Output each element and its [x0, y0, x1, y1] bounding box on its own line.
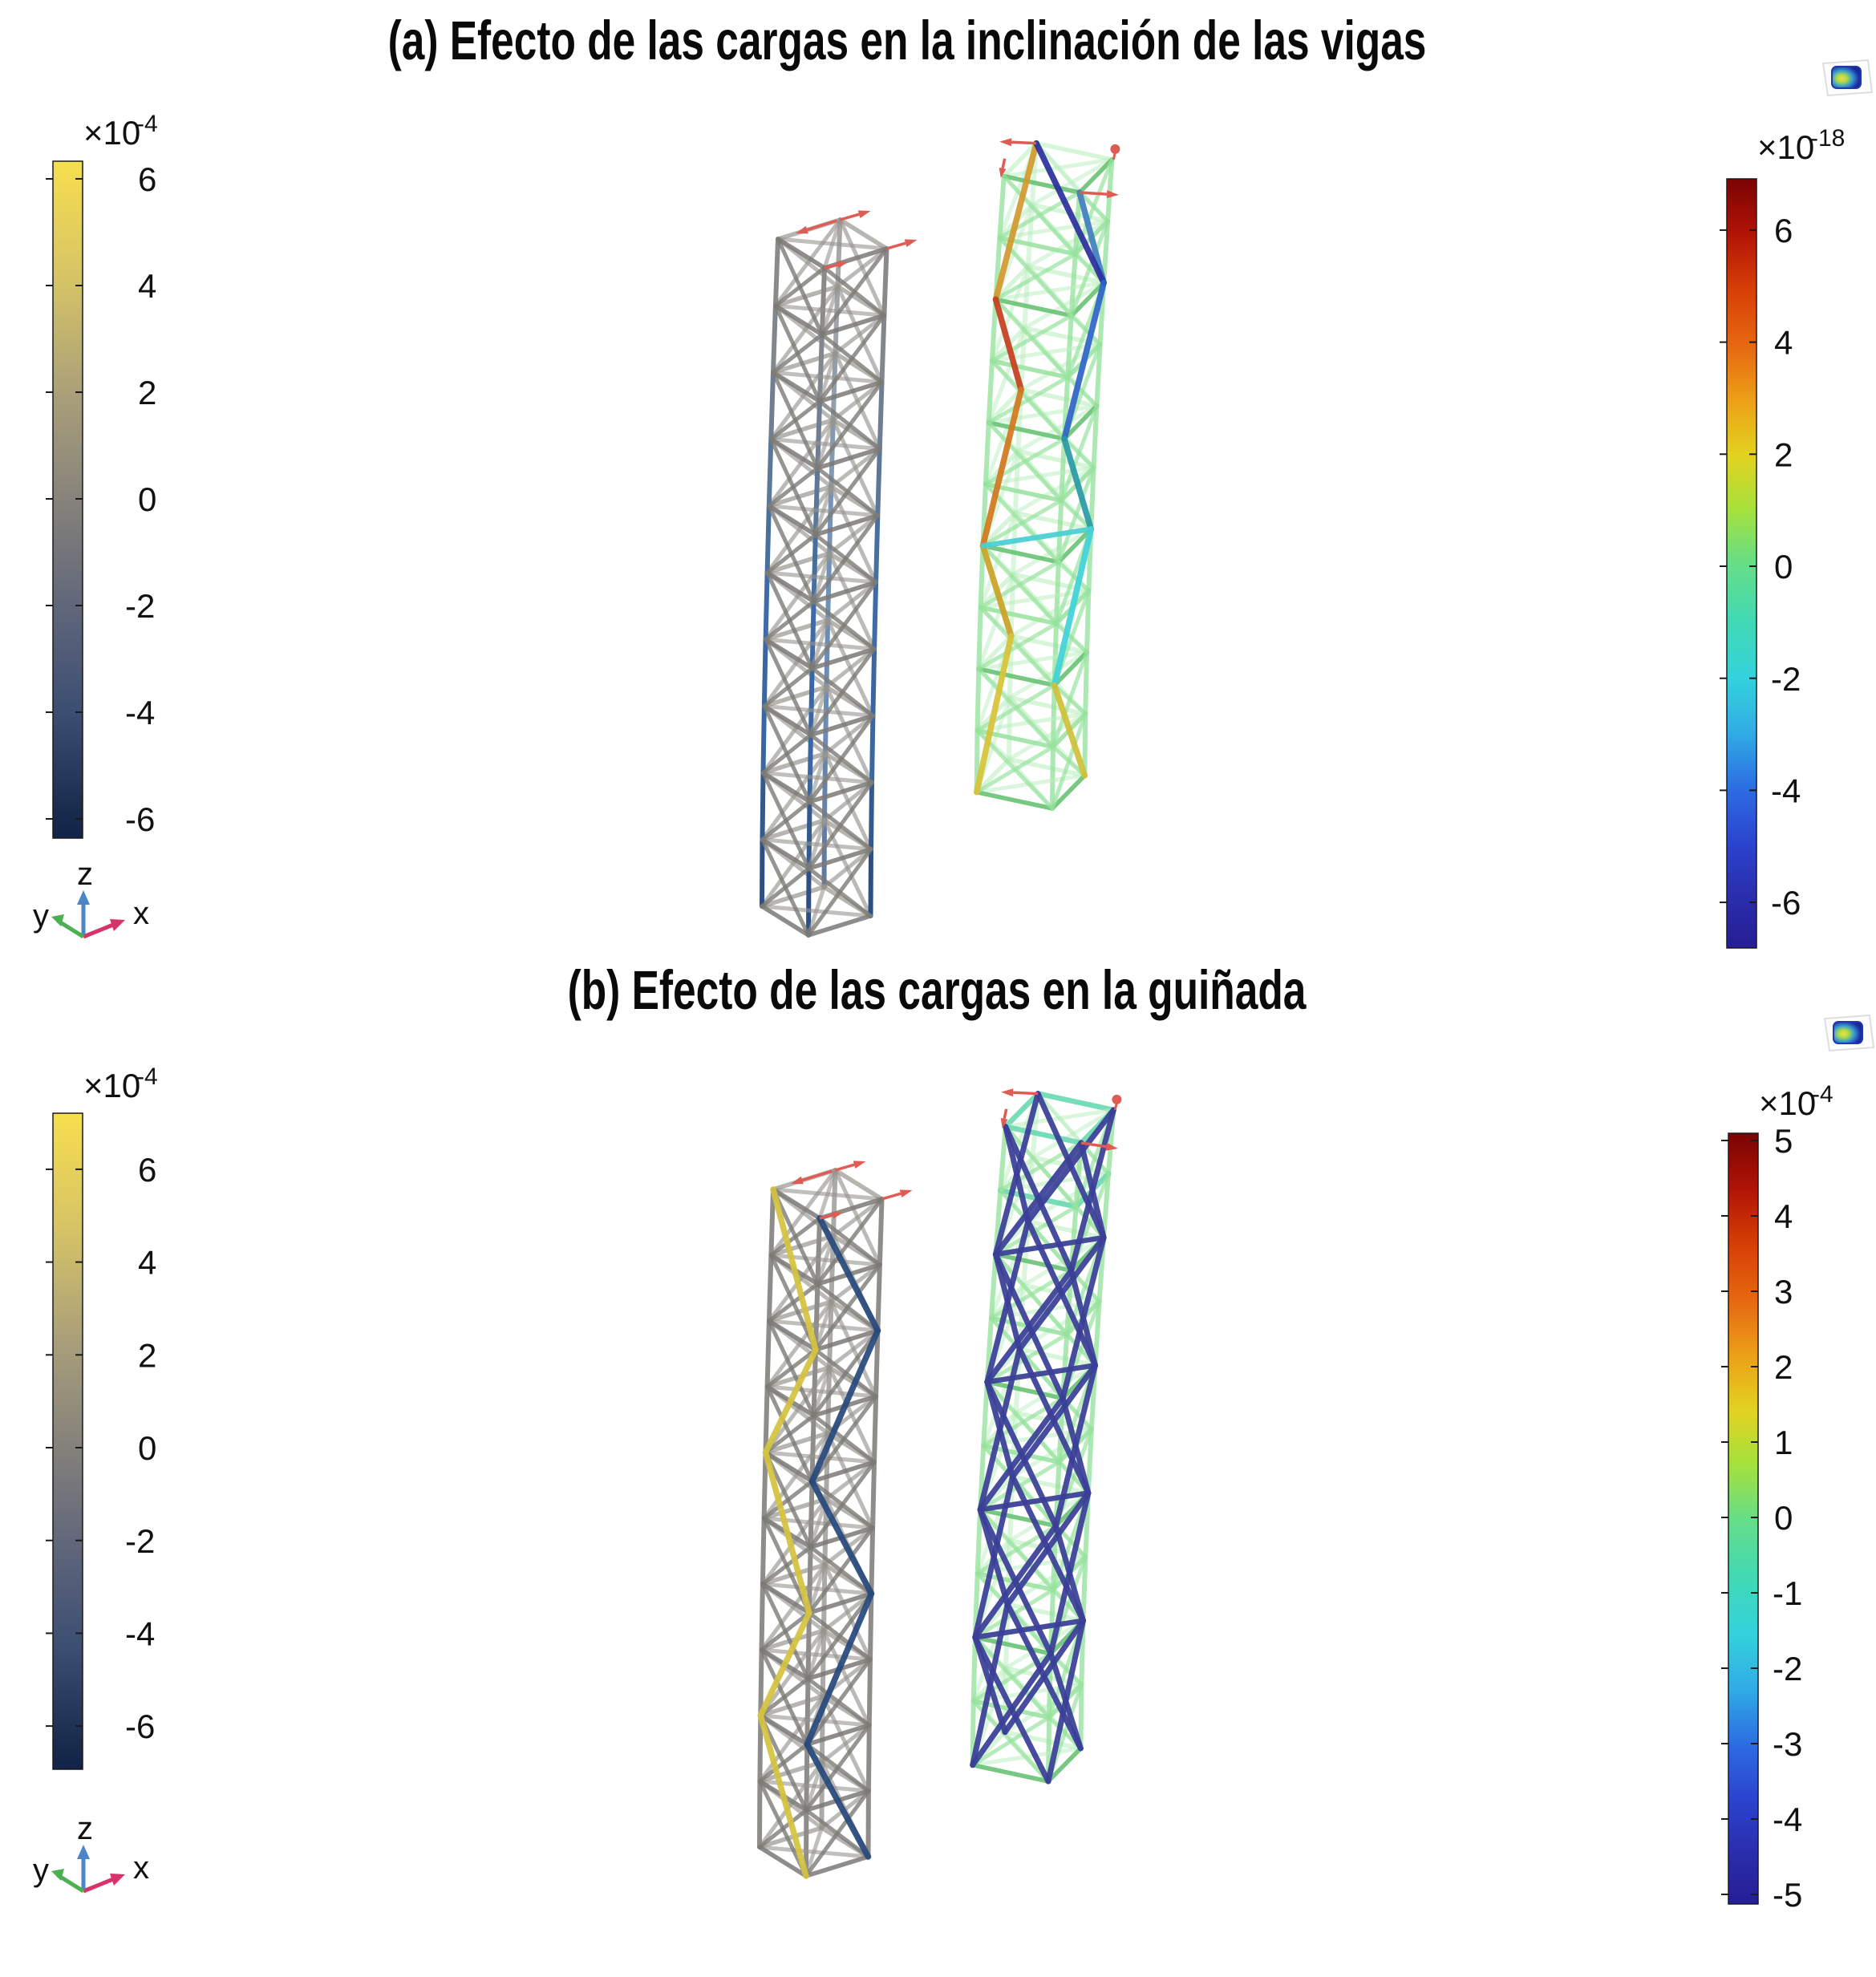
svg-text:-4: -4: [1771, 772, 1801, 810]
svg-text:-5: -5: [1773, 1876, 1802, 1914]
svg-text:2: 2: [138, 1336, 156, 1374]
svg-text:-4: -4: [1812, 1081, 1833, 1108]
svg-text:×10: ×10: [83, 114, 140, 152]
svg-text:y: y: [33, 1853, 49, 1888]
svg-text:2: 2: [138, 374, 156, 411]
svg-text:-18: -18: [1810, 125, 1845, 152]
svg-text:-4: -4: [136, 1063, 158, 1090]
svg-text:z: z: [77, 1811, 93, 1846]
svg-text:-4: -4: [125, 694, 155, 731]
svg-text:0: 0: [138, 1429, 156, 1467]
svg-text:5: 5: [1774, 1122, 1793, 1160]
svg-text:0: 0: [138, 480, 156, 518]
svg-text:3: 3: [1774, 1273, 1793, 1311]
svg-text:6: 6: [1774, 212, 1793, 249]
svg-text:-3: -3: [1773, 1725, 1802, 1763]
svg-text:z: z: [77, 857, 93, 892]
svg-text:2: 2: [1774, 436, 1793, 473]
svg-text:-1: -1: [1773, 1574, 1802, 1612]
svg-text:(a) Efecto de las cargas en la: (a) Efecto de las cargas en la inclinaci…: [388, 10, 1427, 71]
svg-text:-6: -6: [125, 800, 155, 838]
svg-text:4: 4: [1774, 324, 1793, 362]
svg-text:4: 4: [1774, 1197, 1793, 1235]
svg-text:-4: -4: [1773, 1801, 1802, 1838]
svg-text:6: 6: [138, 1151, 156, 1189]
svg-text:-4: -4: [136, 111, 158, 137]
svg-text:-2: -2: [1771, 660, 1801, 698]
svg-text:×10: ×10: [1757, 128, 1814, 166]
svg-text:-2: -2: [1773, 1650, 1802, 1687]
svg-text:x: x: [133, 896, 149, 931]
svg-text:-4: -4: [125, 1615, 155, 1653]
svg-text:×10: ×10: [1759, 1084, 1816, 1122]
svg-text:4: 4: [138, 1244, 156, 1282]
svg-text:6: 6: [138, 160, 156, 198]
svg-text:4: 4: [138, 267, 156, 305]
svg-text:0: 0: [1774, 1499, 1793, 1537]
svg-text:x: x: [133, 1850, 149, 1886]
svg-text:0: 0: [1774, 548, 1793, 585]
svg-text:1: 1: [1774, 1424, 1793, 1461]
svg-text:-2: -2: [125, 587, 155, 625]
svg-text:y: y: [33, 898, 49, 934]
svg-text:(b) Efecto de las cargas en la: (b) Efecto de las cargas en la guiñada: [568, 959, 1307, 1021]
svg-text:2: 2: [1774, 1348, 1793, 1386]
svg-text:-6: -6: [125, 1708, 155, 1745]
svg-text:-2: -2: [125, 1522, 155, 1560]
svg-text:-6: -6: [1771, 884, 1801, 922]
svg-text:×10: ×10: [83, 1067, 140, 1104]
